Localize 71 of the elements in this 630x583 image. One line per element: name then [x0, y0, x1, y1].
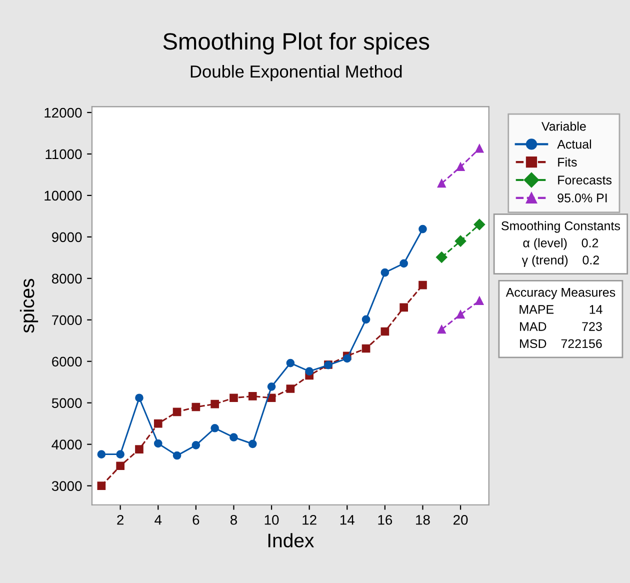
- x-tick-label: 12: [302, 514, 316, 525]
- legend-label: Fits: [558, 157, 577, 167]
- point: [248, 392, 257, 400]
- point: [437, 325, 446, 334]
- x-tick-label: 6: [192, 514, 200, 525]
- y-tick-label: 12000: [44, 108, 82, 118]
- point: [418, 280, 427, 290]
- point: [437, 179, 446, 188]
- point: [436, 252, 448, 263]
- point: [135, 445, 144, 454]
- y-axis-title: spices: [20, 278, 38, 333]
- point: [116, 462, 124, 470]
- point: [154, 419, 162, 428]
- point: [248, 440, 257, 448]
- point: [192, 402, 200, 412]
- point: [230, 394, 238, 402]
- point: [475, 144, 484, 153]
- text: Smoothing Constants α (level) 0.2 γ (trend) 0.2: [502, 221, 620, 267]
- y-tick-label: 3000: [52, 481, 82, 491]
- point: [210, 400, 219, 408]
- point: [456, 310, 465, 319]
- y-tick-label: 9000: [52, 232, 82, 242]
- point: [305, 367, 314, 376]
- legend-label: 95.0% PI: [558, 194, 607, 202]
- text: Accuracy Measures MAPE 14 MAD 723 MSD 722156: [506, 288, 616, 348]
- point: [97, 450, 106, 458]
- point: [135, 394, 144, 402]
- point: [154, 439, 162, 448]
- point: [362, 344, 370, 353]
- x-tick-label: 8: [230, 514, 237, 525]
- x-tick-label: 4: [154, 515, 162, 525]
- x-axis-title: Index: [268, 533, 314, 548]
- y-tick-label: 10000: [44, 190, 82, 201]
- y-tick-label: 4000: [52, 440, 82, 450]
- point: [474, 218, 486, 230]
- x-tick-label: 2: [117, 514, 124, 525]
- point: [380, 327, 390, 336]
- point: [116, 450, 124, 458]
- y-tick-label: 6000: [52, 356, 82, 367]
- x-tick-label: 20: [454, 514, 468, 525]
- x-tick-label: 14: [340, 515, 354, 525]
- x-tick-label: 16: [378, 514, 392, 525]
- y-tick-label: 5000: [52, 398, 82, 408]
- chart-title: Smoothing Plot for spices: [163, 32, 430, 54]
- legend-label: Forecasts: [558, 176, 612, 184]
- point: [192, 440, 200, 450]
- point: [342, 354, 352, 363]
- point: [286, 384, 295, 393]
- legend-label: Actual: [557, 140, 592, 149]
- point: [267, 382, 276, 391]
- point: [286, 358, 295, 368]
- point: [400, 259, 408, 268]
- y-tick-label: 7000: [52, 315, 82, 326]
- point: [172, 408, 182, 416]
- point: [230, 433, 238, 442]
- x-tick-label: 10: [264, 514, 279, 525]
- point: [380, 268, 390, 277]
- chart-subtitle: Double Exponential Method: [190, 64, 402, 82]
- point: [210, 424, 219, 432]
- y-tick-label: 8000: [52, 274, 82, 284]
- x-tick-label: 18: [416, 514, 430, 525]
- point: [362, 315, 370, 324]
- point: [475, 296, 484, 305]
- legend-title: Variable: [542, 122, 586, 131]
- point: [400, 303, 408, 312]
- point: [172, 451, 182, 460]
- point: [456, 162, 465, 171]
- point: [97, 482, 106, 490]
- point: [418, 224, 427, 234]
- y-tick-label: 11000: [46, 149, 82, 160]
- point: [454, 235, 466, 247]
